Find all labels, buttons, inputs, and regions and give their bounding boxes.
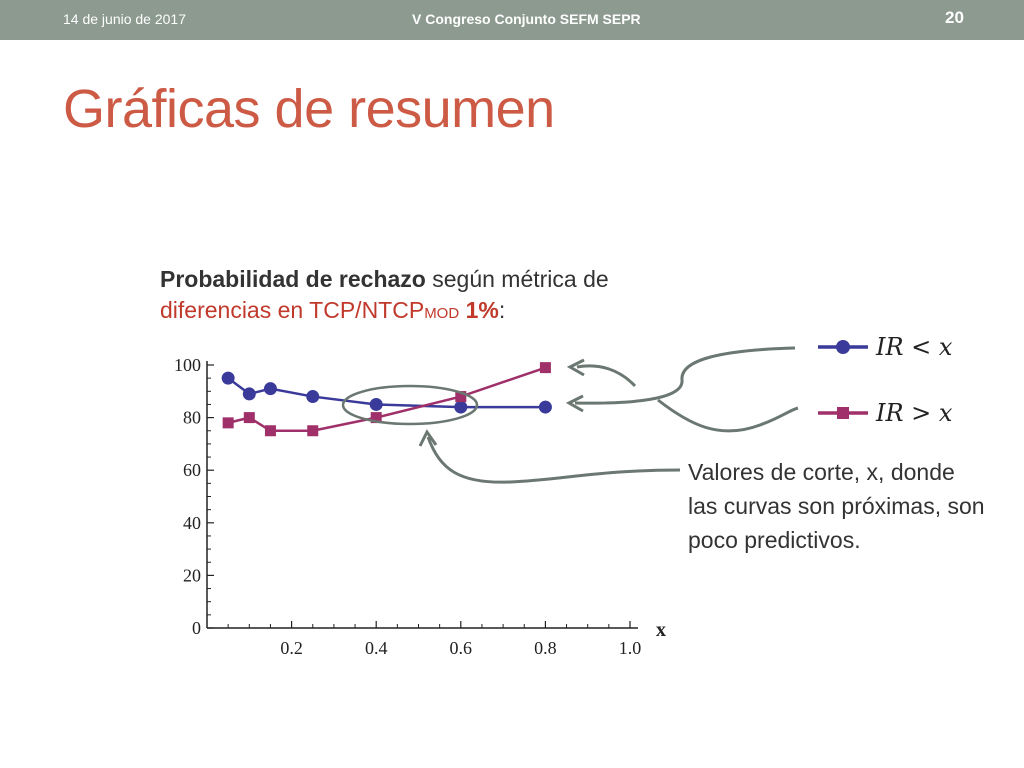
data-point-square xyxy=(539,362,551,374)
chart-axes: 0 20 40 60 80 100 0.2 0.4 0.6 0.8 1.0 x xyxy=(174,355,666,658)
page-number: 20 xyxy=(945,8,964,27)
x-tick-label: 0.4 xyxy=(365,638,388,658)
data-point-circle xyxy=(538,400,552,414)
header-conference: V Congreso Conjunto SEFM SEPR xyxy=(412,11,641,27)
chart-series xyxy=(221,362,552,437)
slide-title: Gráficas de resumen xyxy=(63,79,555,139)
highlight-ellipse xyxy=(341,384,479,426)
series-line-2 xyxy=(227,366,546,432)
x-tick-label: 1.0 xyxy=(619,638,642,658)
annotation-note: Valores de corte, x, donde las curvas so… xyxy=(688,459,985,553)
x-tick-label: 0.2 xyxy=(280,638,303,658)
legend-label-2: IR > x xyxy=(875,399,953,427)
header-bar: 14 de junio de 2017 V Congreso Conjunto … xyxy=(0,0,1024,40)
legend-marker-square xyxy=(837,407,849,419)
chart-annotations xyxy=(341,346,799,484)
x-tick-label: 0.6 xyxy=(450,638,473,658)
y-tick-label: 60 xyxy=(183,460,201,480)
arrowhead-1 xyxy=(566,358,585,377)
data-point-circle xyxy=(306,390,320,404)
arrow-to-circle-curve xyxy=(576,364,637,388)
arrowhead-3 xyxy=(418,429,438,447)
arrowhead-2 xyxy=(565,394,584,413)
data-point-square xyxy=(222,417,234,429)
data-point-square xyxy=(455,391,467,403)
y-tick-label: 40 xyxy=(183,513,201,533)
chart-legend: IR < x IR > x xyxy=(818,333,953,427)
header-date: 14 de junio de 2017 xyxy=(63,11,186,27)
data-point-circle xyxy=(263,382,277,396)
arrow-from-square-legend xyxy=(657,398,799,433)
x-tick-label: 0.8 xyxy=(534,638,557,658)
legend-marker-circle xyxy=(836,340,850,354)
data-point-square xyxy=(307,425,319,437)
data-point-circle xyxy=(242,387,256,401)
chart-subtitle: Probabilidad de rechazo según métrica de… xyxy=(160,264,760,329)
y-tick-label: 80 xyxy=(183,408,201,428)
data-point-square xyxy=(370,412,382,424)
data-point-square xyxy=(243,412,255,424)
arrow-from-legend xyxy=(574,346,796,405)
y-tick-label: 0 xyxy=(192,618,201,638)
series-line-1 xyxy=(227,377,546,409)
arrow-to-ellipse xyxy=(426,436,681,484)
subtitle-line2: diferencias en TCP/NTCP xyxy=(160,297,425,323)
subtitle-rest: según métrica de xyxy=(425,266,609,292)
y-tick-label: 20 xyxy=(183,565,201,585)
data-point-circle xyxy=(369,397,383,411)
data-point-circle xyxy=(454,400,468,414)
subtitle-bold: Probabilidad de rechazo xyxy=(160,266,426,292)
subtitle-colon: : xyxy=(498,297,506,323)
subtitle-percent: 1% xyxy=(459,297,499,323)
subtitle-subscript: MOD xyxy=(424,305,460,322)
data-point-circle xyxy=(221,371,235,385)
y-tick-label: 100 xyxy=(174,355,201,375)
x-axis-label: x xyxy=(656,619,666,641)
legend-label-1: IR < x xyxy=(875,333,953,361)
data-point-square xyxy=(264,425,276,437)
